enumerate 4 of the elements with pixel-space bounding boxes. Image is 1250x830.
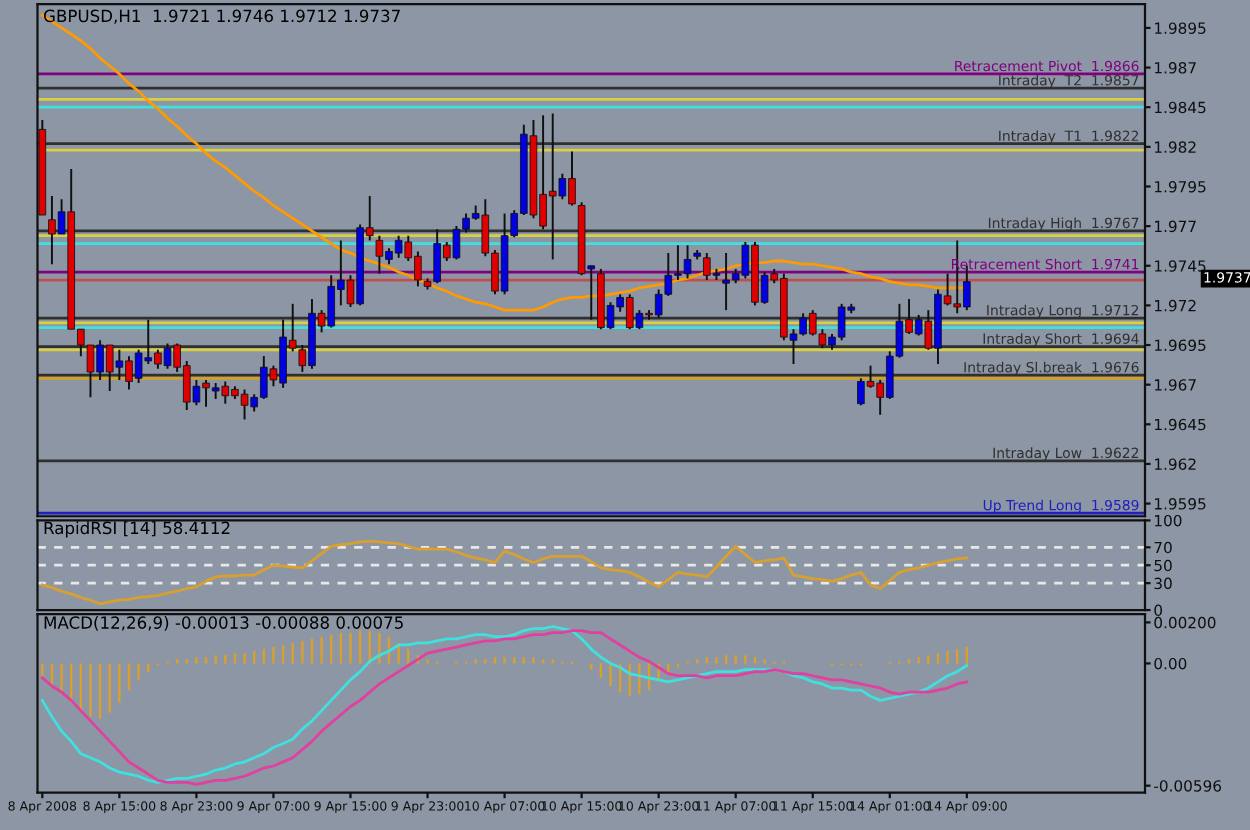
chart-title: MACD(12,26,9) -0.00013 -0.00088 0.00075 (44, 616, 403, 631)
chart-title: GBPUSD,H1 1.9721 1.9746 1.9712 1.9737 (43, 9, 400, 24)
line-series (40, 539, 969, 606)
chart-title: RapidRSI [14] 58.4112 (44, 521, 230, 538)
